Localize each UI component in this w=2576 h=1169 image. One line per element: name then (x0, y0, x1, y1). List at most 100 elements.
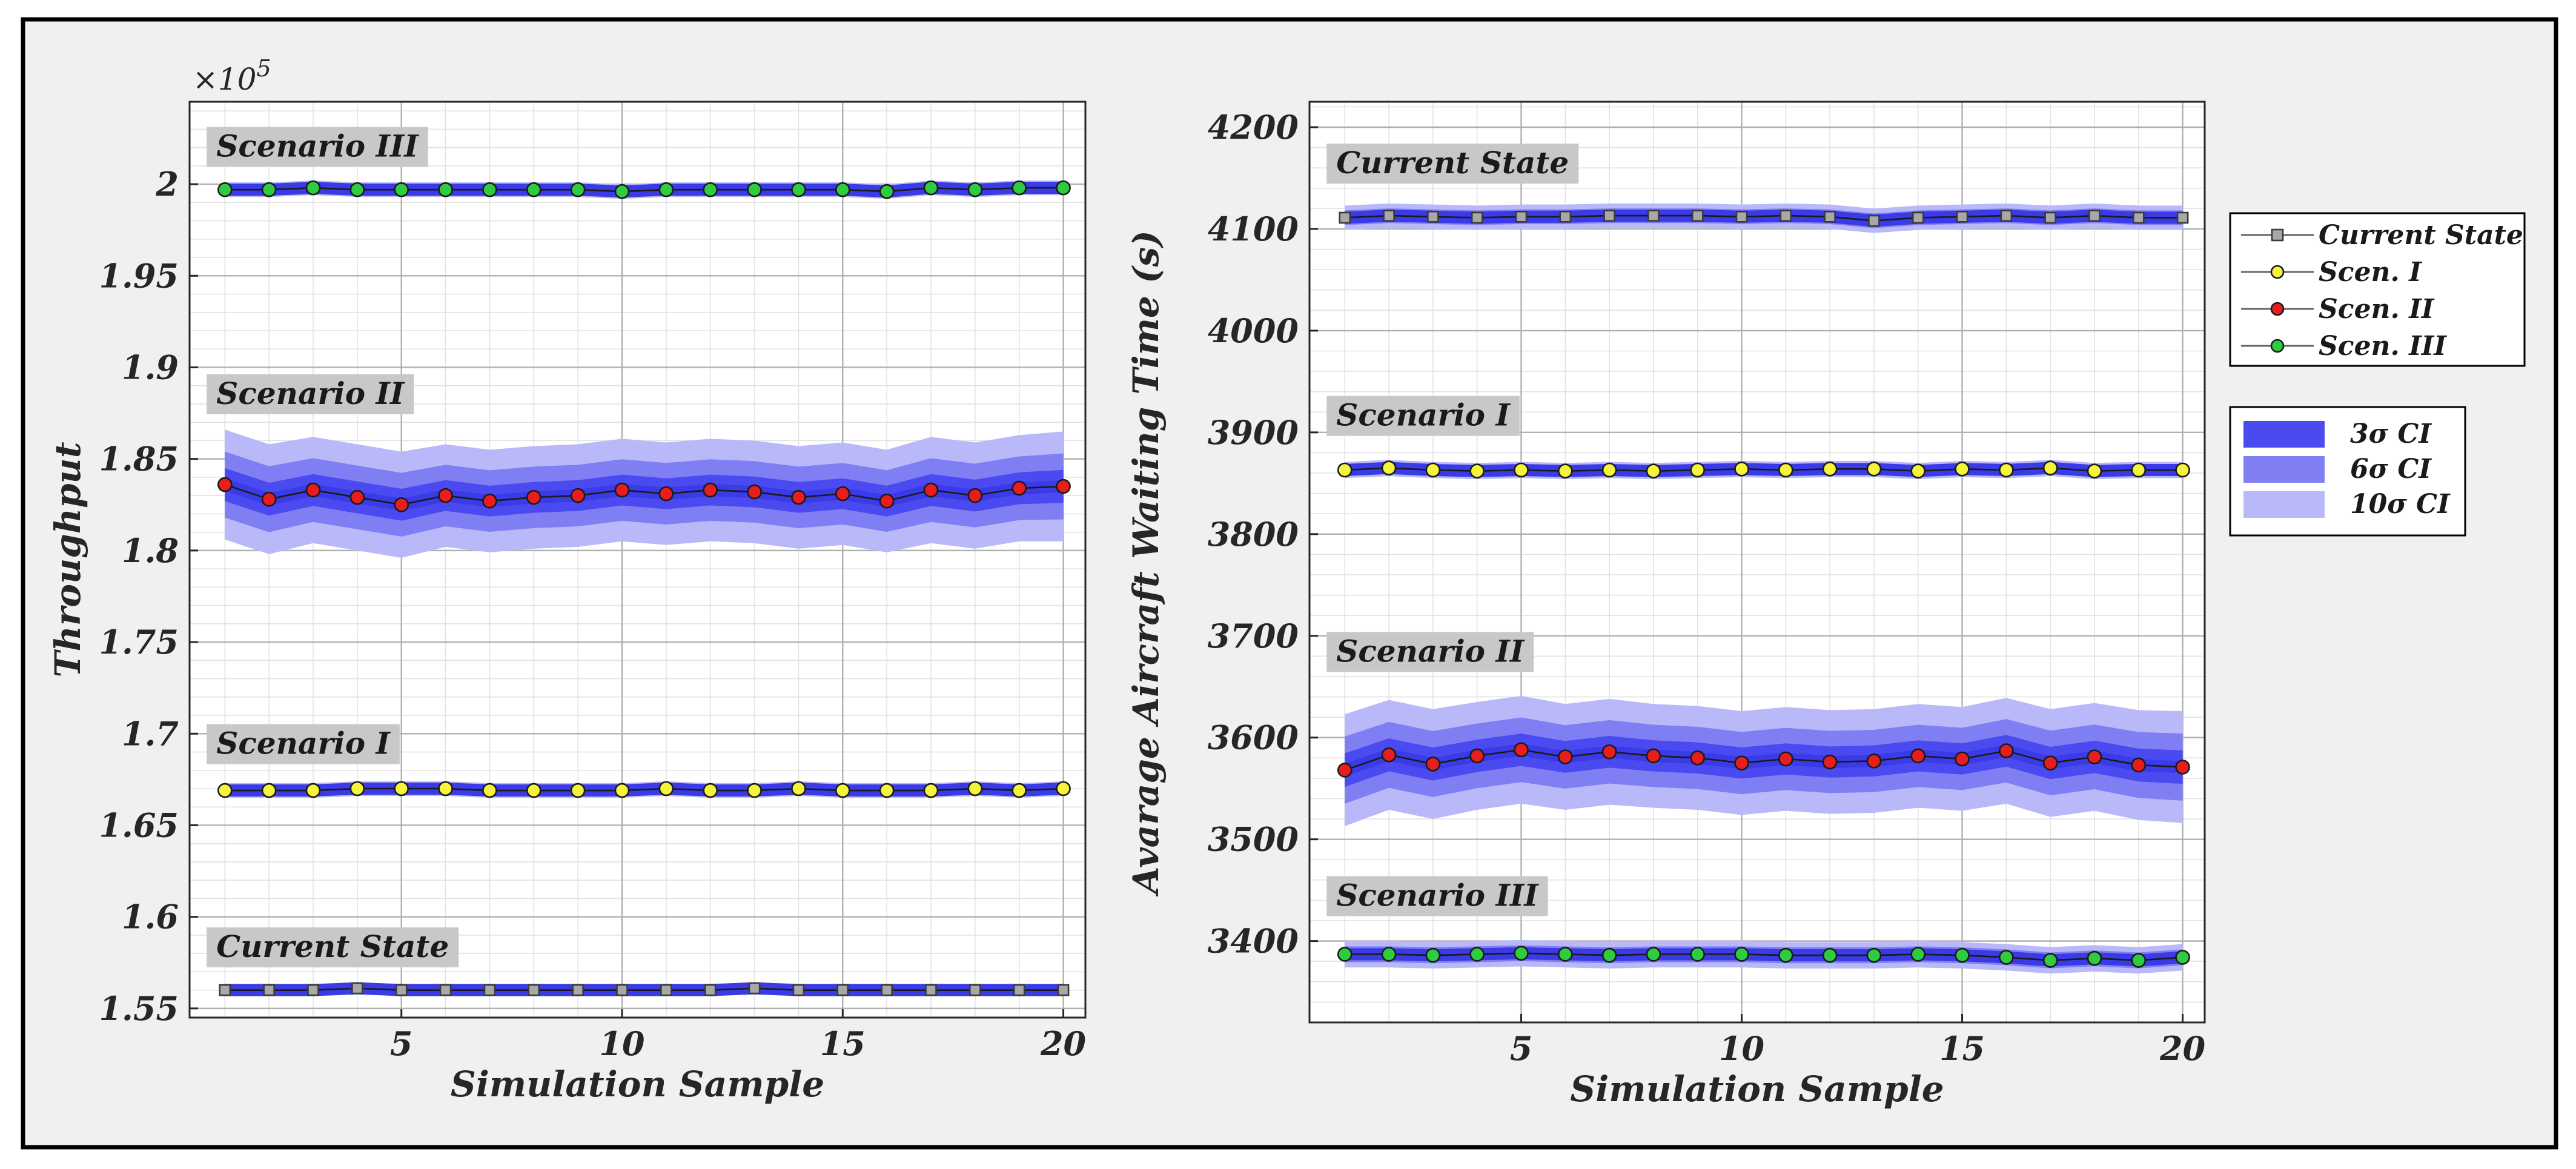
data-point (1425, 947, 1441, 963)
data-point (1866, 753, 1882, 769)
data-point (1866, 462, 1882, 477)
data-point (1337, 763, 1353, 778)
data-point (967, 488, 983, 503)
data-point (791, 182, 806, 197)
data-point (879, 783, 895, 798)
data-point (1337, 947, 1353, 962)
scenario-annotation-bg (207, 374, 414, 414)
series-current-state (1339, 203, 2189, 233)
data-point (1956, 210, 1968, 223)
legend-ci-label: 10σ CI (2350, 489, 2451, 520)
scenario-annotation: Scenario I (1326, 396, 1520, 436)
legend-entry-scen-iii: Scen. III (2241, 331, 2447, 362)
data-point (614, 482, 630, 498)
data-point (1999, 743, 2014, 758)
y-tick-label: 3900 (1208, 413, 1299, 452)
data-point (1514, 945, 1529, 961)
series-scenario-ii (1337, 695, 2190, 826)
data-point (483, 984, 496, 996)
legend-ci-swatch (2243, 456, 2325, 483)
data-point (703, 182, 718, 197)
data-point (1381, 460, 1397, 475)
scenario-annotation-text: Current State (216, 929, 449, 964)
data-point (836, 984, 849, 996)
grid (190, 102, 1085, 1018)
legend-marker-circle (2270, 265, 2285, 279)
data-point (791, 781, 806, 796)
data-point (1868, 214, 1880, 227)
y-tick-label: 1.55 (99, 989, 179, 1028)
data-point (261, 491, 277, 507)
axis-multiplier-base: ×10 (193, 62, 257, 97)
data-point (1469, 748, 1485, 764)
x-tick-label: 15 (820, 1024, 866, 1063)
legend-ci-swatch (2243, 491, 2325, 518)
data-point (1734, 462, 1749, 477)
legend-ci-entry-6sigma: 6σ CI (2243, 454, 2432, 485)
data-point (1425, 757, 1441, 772)
chart-panel-1: 5 10 15 20 1.55 1.6 1.65 1.7 1.75 1.8 1.85 1.9 1.95 2… (47, 55, 1087, 1105)
data-point (1381, 747, 1397, 763)
x-tick-label: 10 (599, 1024, 644, 1063)
data-point (1646, 748, 1661, 764)
legend-ci-label: 6σ CI (2350, 454, 2432, 485)
data-point (614, 783, 630, 798)
data-point (2088, 210, 2101, 222)
data-point (482, 493, 497, 509)
data-point (1912, 211, 1924, 224)
data-point (879, 493, 895, 509)
series-scenario-i (217, 781, 1071, 798)
data-point (1601, 462, 1617, 478)
series-scenario-iii (1337, 939, 2190, 974)
data-point (1910, 947, 1926, 962)
data-point (881, 984, 893, 996)
scenario-annotation-text: Scenario I (1336, 397, 1511, 433)
y-tick-label: 4000 (1208, 311, 1299, 350)
data-point (835, 783, 850, 798)
data-point (791, 489, 806, 505)
data-point (1778, 947, 1793, 963)
scenario-annotation-text: Scenario II (1336, 633, 1525, 669)
y-tick-label: 3500 (1208, 820, 1299, 859)
data-point (1601, 947, 1617, 963)
data-point (1557, 947, 1573, 962)
y-tick-label: 3700 (1208, 617, 1299, 655)
data-point (2042, 953, 2058, 968)
y-tick-label: 1.7 (122, 714, 179, 753)
scenario-annotation-text: Scenario I (216, 725, 391, 761)
data-point (1734, 755, 1749, 771)
legend-series: Current State Scen. I Scen. II Scen. III (2229, 212, 2526, 367)
data-point (2087, 950, 2102, 966)
data-point (351, 982, 363, 995)
legend-marker-circle (2270, 302, 2285, 316)
data-point (923, 482, 939, 498)
legend-ci-entry-3sigma: 3σ CI (2243, 419, 2432, 449)
series-scenario-ii (217, 429, 1071, 558)
data-point (1822, 754, 1838, 770)
data-point (1337, 462, 1353, 478)
data-point (1425, 462, 1441, 478)
data-point (572, 984, 584, 996)
series-scenario-i (1337, 460, 2190, 480)
data-point (1557, 749, 1573, 764)
legends: Current State Scen. I Scen. II Scen. III 3σ … (2229, 212, 2526, 537)
data-point (1690, 462, 1706, 478)
data-point (1013, 984, 1025, 996)
data-point (1381, 947, 1397, 962)
data-point (1056, 180, 1071, 196)
legend-ci-entry-10sigma: 10σ CI (2243, 489, 2451, 520)
data-point (2042, 460, 2058, 475)
data-point (925, 984, 937, 996)
data-point (835, 486, 850, 502)
data-point (2087, 463, 2102, 479)
data-point (1056, 479, 1071, 494)
scenario-annotation: Scenario I (207, 724, 400, 764)
data-point (261, 182, 277, 197)
y-tick-label: 3600 (1208, 718, 1299, 757)
scenario-annotation-bg (207, 927, 459, 968)
x-tick-label: 5 (390, 1024, 413, 1063)
scenario-annotation: Current State (1326, 144, 1579, 184)
y-axis-label: Throughput (47, 442, 88, 677)
data-point (1734, 947, 1749, 962)
